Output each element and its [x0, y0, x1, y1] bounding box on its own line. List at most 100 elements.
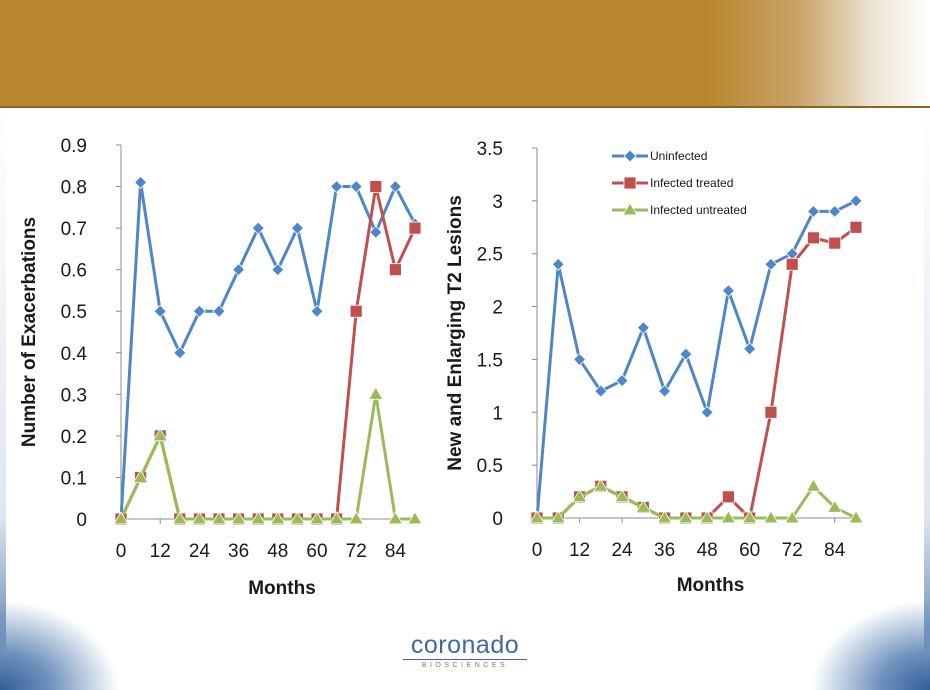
data-point [349, 304, 363, 318]
x-axis-title: Months [248, 578, 316, 599]
x-tick-label: 60 [739, 540, 760, 561]
bottom-right-corner-decoration [810, 600, 930, 690]
data-point [741, 510, 758, 524]
data-point [132, 469, 149, 483]
data-point [571, 489, 588, 503]
data-point [828, 236, 842, 250]
data-point [593, 478, 609, 492]
x-tick-label: 36 [654, 540, 675, 561]
logo-subtitle: BIOSCIENCES [421, 662, 509, 669]
data-point [290, 221, 304, 235]
x-tick-label: 36 [228, 541, 249, 562]
legend-marker [623, 176, 637, 190]
data-point [722, 490, 735, 504]
x-tick-label: 24 [611, 540, 633, 561]
t2-lesions-chart: 0 0.5 1 1.5 2 2.5 3 3.5 0 12 24 36 48 60 72 84 Months New… [445, 139, 864, 596]
data-point [388, 179, 402, 194]
logo-wordmark: coronado [410, 631, 520, 659]
data-point [211, 511, 227, 525]
data-point [173, 346, 187, 360]
legend-marker [622, 202, 638, 216]
data-point [368, 386, 384, 400]
data-point [699, 510, 715, 524]
data-point [636, 321, 650, 335]
series-line [119, 392, 415, 521]
data-point [658, 384, 672, 398]
y-tick-label: 0 [492, 509, 503, 530]
y-tick-label: 0.9 [61, 136, 87, 157]
y-tick-label: 0.5 [477, 456, 503, 477]
data-point [848, 510, 864, 524]
data-point [310, 304, 324, 318]
data-point [330, 179, 344, 194]
y-axis-title: Number of Exacerbations [19, 217, 40, 447]
exacerbations-chart: 0 0.1 0.2 0.3 0.4 0.5 0.6 0.7 0.8 0.9 0 12 24 36 48 60 7… [19, 136, 423, 599]
data-point [192, 304, 206, 318]
x-tick-label: 84 [824, 540, 846, 561]
x-tick-label: 48 [697, 540, 718, 561]
series-infected-untreated [113, 386, 423, 525]
x-axis-title: Months [677, 575, 745, 596]
legend-marker [623, 149, 637, 163]
y-tick-label: 3.5 [477, 139, 503, 160]
data-point [594, 384, 608, 398]
data-point [191, 511, 208, 525]
y-tick-label: 0.1 [61, 468, 87, 489]
data-point [551, 257, 565, 271]
y-tick-label: 0 [76, 510, 87, 531]
data-point [805, 478, 822, 492]
left-frame-border [0, 108, 6, 690]
y-tick-label: 2 [492, 298, 503, 319]
data-point [849, 194, 863, 208]
header-divider [0, 106, 930, 108]
data-point [369, 225, 383, 239]
x-tick-label: 72 [346, 541, 367, 562]
legend: Uninfected Infected treated Infected untre… [612, 149, 747, 217]
logo-rule [403, 659, 527, 660]
data-point [720, 510, 737, 524]
series-line [119, 180, 417, 520]
series-infected-treated [530, 220, 863, 525]
data-point [679, 347, 693, 361]
x-tick-label: 0 [532, 540, 543, 561]
data-point [615, 374, 629, 388]
x-tick-label: 12 [150, 541, 171, 562]
data-point [348, 511, 364, 525]
data-point [807, 231, 820, 245]
data-point [153, 304, 167, 318]
x-tick-label: 24 [189, 541, 211, 562]
series-uninfected [114, 175, 422, 526]
y-tick-label: 0.3 [61, 385, 87, 406]
data-point [828, 204, 842, 218]
data-point [743, 342, 757, 356]
legend-label: Uninfected [650, 149, 707, 163]
data-point [230, 511, 247, 525]
x-tick-label: 72 [782, 540, 803, 561]
data-point [407, 511, 423, 525]
data-point [328, 511, 345, 525]
data-point [678, 510, 694, 524]
data-point [232, 263, 246, 277]
data-point [152, 428, 168, 442]
data-point [784, 510, 800, 524]
y-tick-label: 0.8 [61, 178, 87, 199]
y-tick-label: 3 [492, 192, 503, 213]
data-point [250, 511, 266, 525]
header-band [0, 0, 930, 106]
data-point [251, 221, 265, 235]
x-tick-label: 12 [569, 540, 590, 561]
data-point [309, 511, 325, 525]
data-point [113, 511, 129, 525]
data-point [172, 511, 188, 525]
data-point [408, 221, 422, 235]
right-frame-border [924, 108, 930, 690]
data-point [550, 510, 566, 524]
y-tick-label: 0.7 [61, 219, 87, 240]
data-point [134, 175, 148, 189]
x-tick-label: 84 [385, 541, 407, 562]
legend-item-infected-treated: Infected treated [612, 176, 733, 190]
series-uninfected [530, 194, 863, 525]
y-tick-label: 0.4 [61, 344, 88, 365]
series-line [535, 199, 857, 519]
